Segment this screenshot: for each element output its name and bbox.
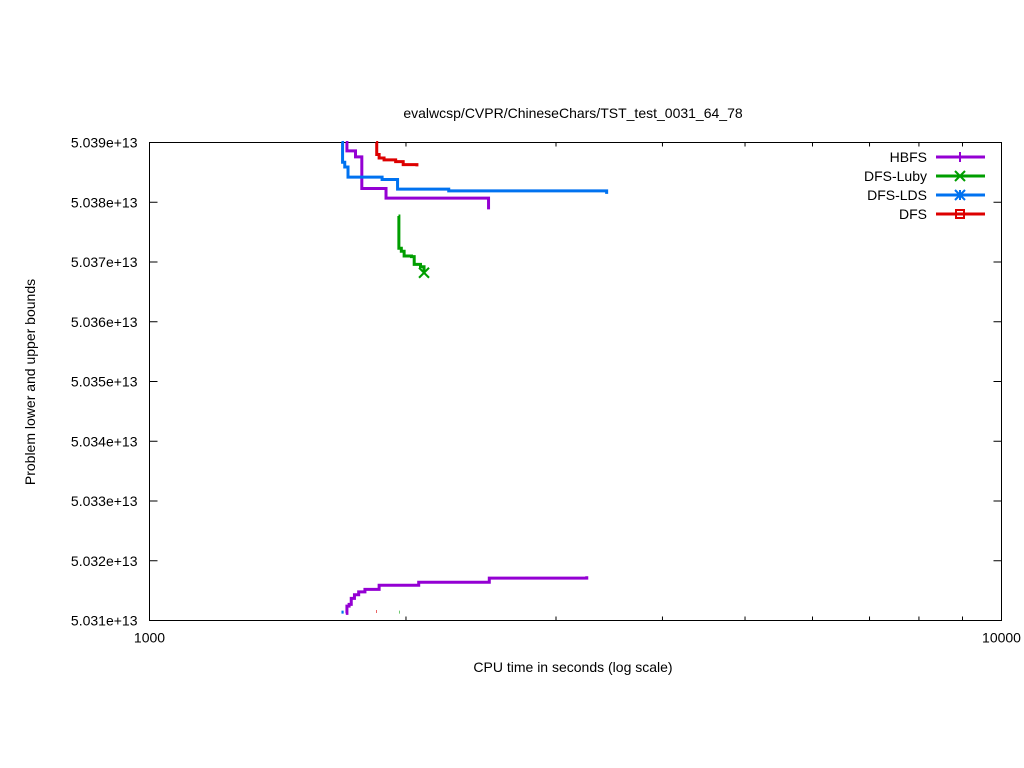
y-tick-label: 5.034e+13 <box>71 433 138 449</box>
legend-item: DFS-LDS <box>867 187 985 203</box>
series-dfs-lds <box>341 141 609 614</box>
legend-label: DFS-LDS <box>867 187 927 203</box>
series-hbfs <box>345 141 589 615</box>
plot-frame <box>149 142 1002 621</box>
legend-marker <box>955 152 965 162</box>
y-tick-label: 5.038e+13 <box>71 194 138 210</box>
series-line-upper <box>375 141 419 167</box>
y-tick-label: 5.031e+13 <box>71 613 138 629</box>
y-tick-label: 5.032e+13 <box>71 553 138 569</box>
x-tick-label: 10000 <box>982 630 1021 646</box>
y-tick-label: 5.035e+13 <box>71 374 138 390</box>
series-line-lower <box>345 576 589 615</box>
x-axis: 1000 10000 <box>134 142 1021 646</box>
y-tick-label: 5.033e+13 <box>71 493 138 509</box>
legend-label: HBFS <box>890 149 927 165</box>
x-axis-label: CPU time in seconds (log scale) <box>473 659 672 675</box>
y-tick-label: 5.036e+13 <box>71 314 138 330</box>
legend: HBFS DFS-Luby DFS-LDS DFS <box>864 149 985 222</box>
series-line-upper <box>397 214 426 273</box>
legend-label: DFS-Luby <box>864 168 927 184</box>
legend-marker <box>954 170 966 182</box>
y-axis: 5.031e+13 5.032e+13 5.033e+13 5.034e+13 5.03… <box>71 135 1002 629</box>
legend-marker <box>954 189 966 201</box>
legend-item: DFS <box>899 206 985 222</box>
y-tick-label: 5.039e+13 <box>71 135 138 151</box>
y-tick-label: 5.037e+13 <box>71 254 138 270</box>
series-dfs <box>375 141 419 614</box>
legend-label: DFS <box>899 206 927 222</box>
x-tick-label: 1000 <box>134 630 165 646</box>
series-dfs-luby <box>397 214 430 614</box>
legend-item: DFS-Luby <box>864 168 985 184</box>
legend-item: HBFS <box>890 149 985 165</box>
chart-title: evalwcsp/CVPR/ChineseChars/TST_test_0031… <box>403 105 743 121</box>
series-line-upper <box>341 141 609 194</box>
series-layer <box>341 141 609 615</box>
series-end-marker <box>418 267 430 279</box>
y-axis-label: Problem lower and upper bounds <box>22 279 38 485</box>
series-line-upper <box>345 141 491 210</box>
legend-marker <box>955 209 965 219</box>
